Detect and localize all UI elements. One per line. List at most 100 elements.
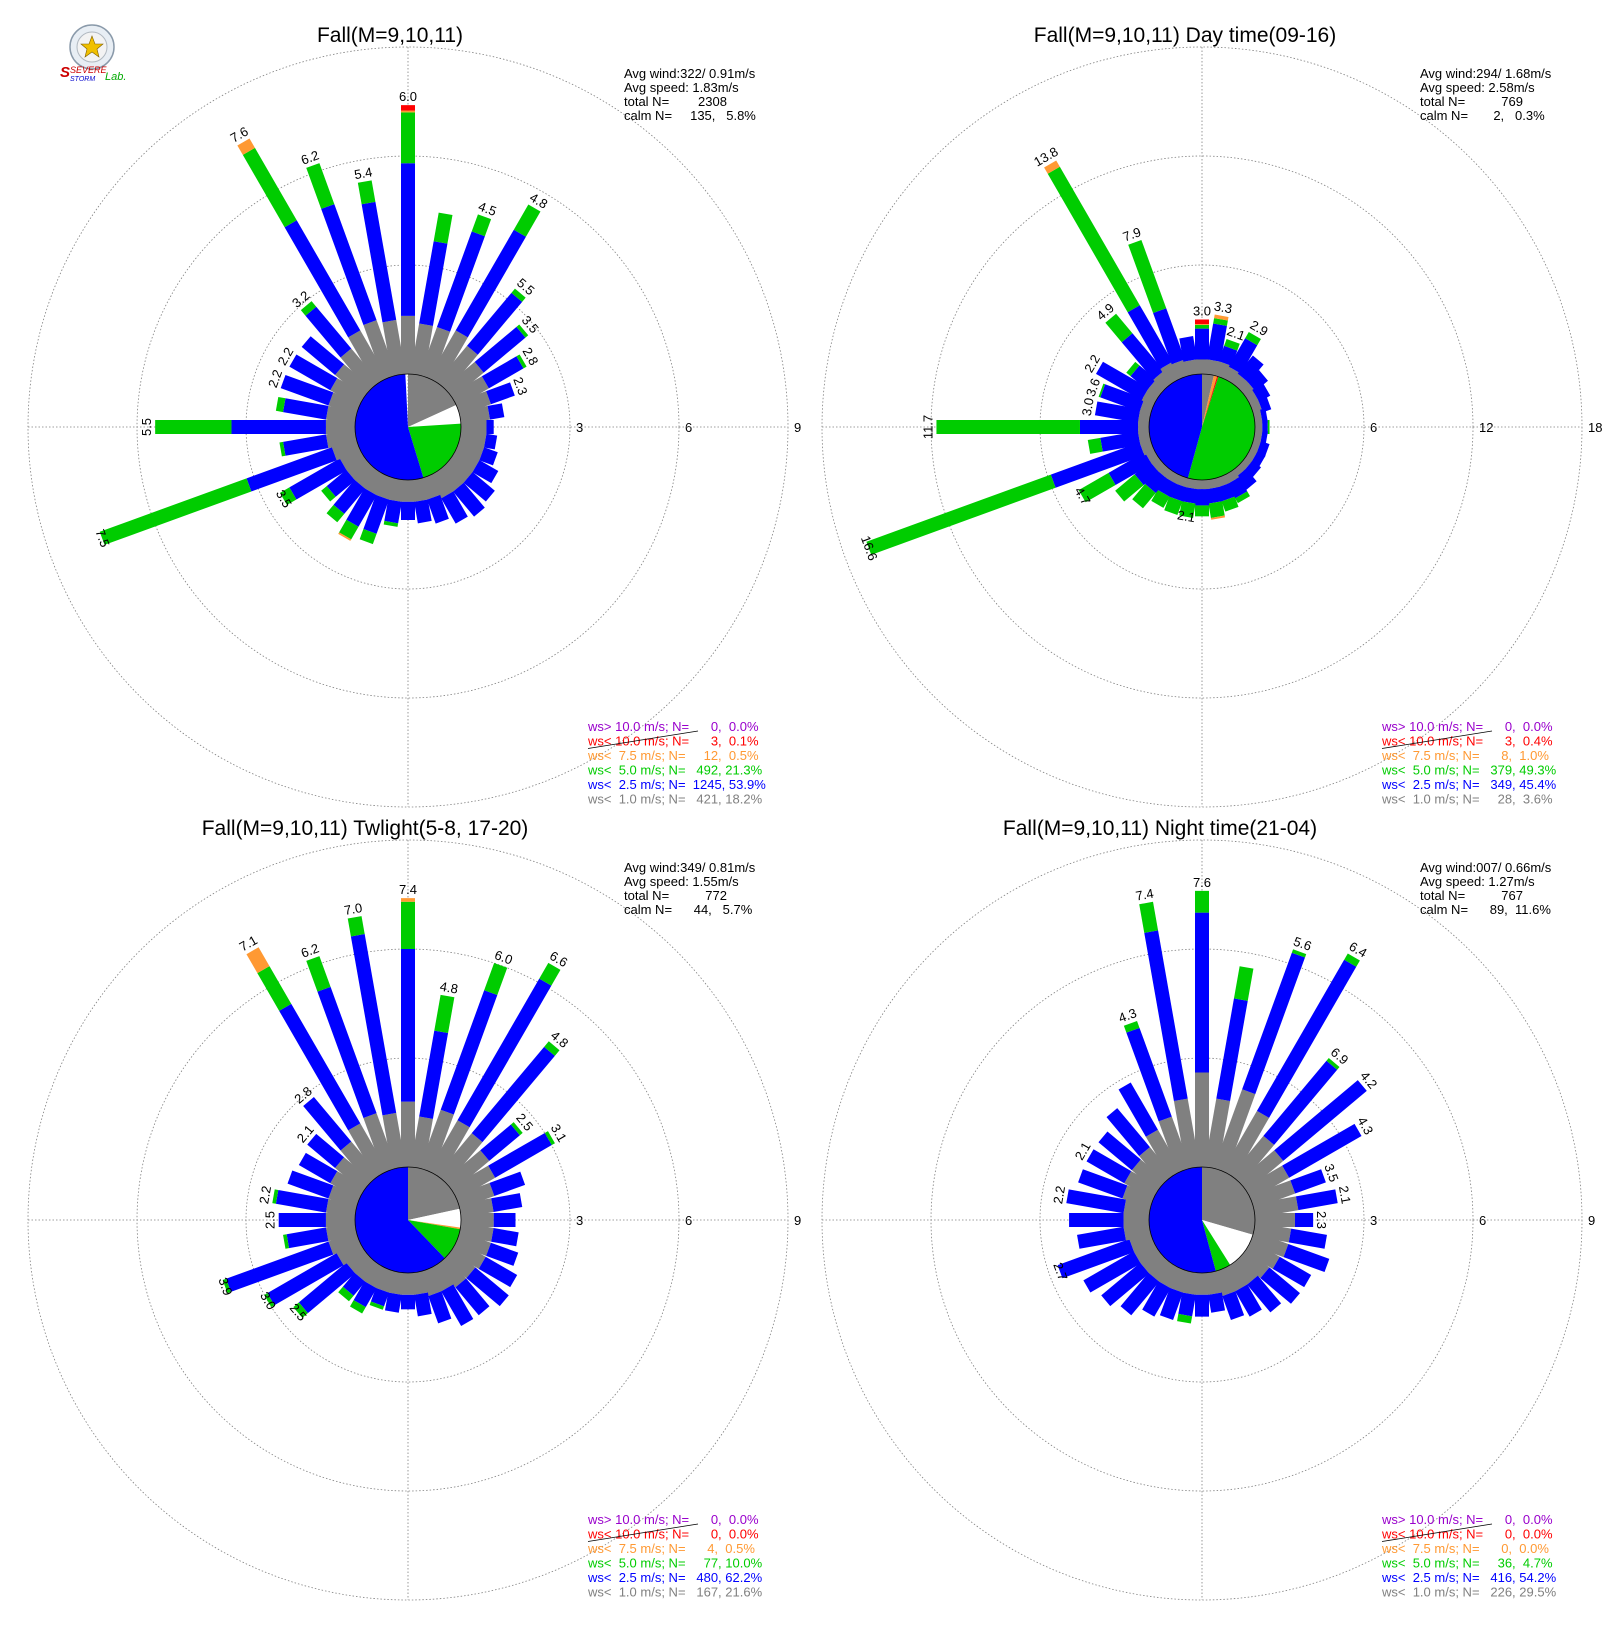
petal-segment-ws-lt-1 [325,1213,355,1227]
petal-300 [289,354,366,407]
petal-segment-ws-lt-2-5 [1101,1262,1150,1307]
petal-segment-ws-lt-1 [340,1141,380,1184]
petal-segment-ws-lt-2-5 [457,978,552,1128]
petal-segment-ws-lt-2-5 [481,356,524,389]
petal-value-label: 3.9 [215,1275,235,1297]
petal-160 [419,474,449,524]
petal-340 [1123,1020,1191,1173]
petal-segment-ws-lt-5 [283,1234,290,1249]
petal-70 [1249,1169,1326,1209]
petal-segment-ws-lt-2-5 [436,231,485,332]
petal-segment-ws-lt-1 [364,469,388,496]
petal-segment-ws-lt-7-5 [237,138,255,155]
petal-segment-ws-lt-2-5 [1118,1082,1158,1137]
petal-segment-ws-lt-2-5 [1235,468,1257,491]
petal-segment-ws-lt-2-5 [1159,1287,1183,1320]
pie-slice-ws-lt-5 [1187,376,1256,481]
petal-segment-ws-lt-2-5 [1050,442,1145,488]
petal-segment-ws-lt-2-5 [471,1046,555,1143]
petal-330 [237,138,388,385]
petal-segment-ws-lt-5 [264,1293,275,1308]
petal-value-label: 6.0 [399,89,417,104]
pie-slice-ws-lt-10 [1202,376,1219,427]
petal-value-label: 6.0 [493,947,515,967]
petal-130 [444,455,495,502]
petal-segment-ws-lt-2-5 [1195,912,1209,1073]
petal-segment-ws-lt-2-5 [1242,952,1305,1095]
petal-segment-ws-lt-5 [544,1041,560,1056]
petal-segment-ws-lt-5 [510,1122,523,1136]
petal-segment-ws-lt-2-5 [384,1292,402,1313]
stat-avg-wind: Avg wind:294/ 1.68m/s [1420,66,1552,81]
petal-150 [428,1262,474,1327]
legend-entry-ws-lt-5: ws< 5.0 m/s; N= 77, 10.0% [587,1556,763,1571]
petal-segment-ws-lt-1 [328,392,361,416]
legend-entry-ws-lt-2-5: ws< 2.5 m/s; N= 349, 45.4% [1381,777,1557,792]
petal-segment-ws-lt-5 [1177,1313,1193,1324]
petal-segment-ws-lt-2-5 [1226,477,1248,499]
pie-slice-ws-calm [408,1208,462,1228]
legend-strike-line [587,730,699,749]
petal-segment-ws-lt-2-5 [1100,384,1145,412]
petal-segment-ws-lt-2-5 [333,479,366,514]
petal-segment-ws-lt-5 [1195,324,1209,329]
petal-segment-ws-lt-1 [1230,1135,1275,1184]
petal-segment-ws-lt-1 [348,1123,388,1178]
windrose-panel-1: 3 6 96.04.5 4.85.53.52.82.32.22.23.27.66.25… [27,24,801,808]
petal-segment-ws-lt-7-5 [1210,515,1226,520]
petal-230 [321,455,372,502]
petal-segment-ws-lt-2-5 [286,1227,329,1249]
pie-slice-ws-calm [408,405,461,427]
petal-200 [359,474,397,545]
petal-segment-ws-lt-5 [1123,1020,1140,1033]
petal-240 [264,1240,366,1308]
petal-330 [1118,1082,1182,1178]
petal-segment-ws-lt-1 [375,1267,397,1293]
petal-260 [283,1222,358,1249]
stat-total: total N= 767 [1420,888,1523,903]
petal-segment-ws-lt-2-5 [303,1096,352,1151]
petal-320 [303,1096,380,1184]
ring-label: 3 [576,420,583,435]
petal-segment-ws-lt-2-5 [441,491,468,524]
petal-value-label: 2.7 [1050,1260,1070,1282]
petal-value-label: 7.4 [1134,886,1154,904]
petal-value-label: 3.0 [1193,304,1211,319]
logo-star-icon [80,35,104,58]
petal-segment-ws-lt-5 [1233,966,1254,1001]
petal-segment-ws-lt-1 [1238,1248,1270,1279]
petal-segment-ws-lt-1 [461,1213,494,1227]
petal-segment-ws-lt-7-5 [401,110,415,113]
ring-label: 18 [1588,420,1602,435]
ring-label: 6 [685,420,692,435]
petal-segment-ws-lt-2-5 [1205,486,1223,504]
petals [1057,890,1367,1324]
petal-190 [1179,477,1200,518]
stat-total: total N= 772 [624,888,727,903]
petal-50 [1238,1080,1367,1192]
petal-segment-ws-lt-5 [279,441,286,457]
petal-segment-ws-lt-1 [436,463,464,492]
petal-segment-ws-lt-2-5 [479,447,498,466]
petal-segment-ws-lt-2-5 [1066,1189,1126,1214]
petal-segment-ws-lt-1 [444,1150,490,1192]
petal-10 [1204,966,1254,1170]
petal-segment-ws-lt-5 [272,1189,279,1204]
petal-segment-ws-lt-1 [325,429,358,449]
petal-segment-ws-lt-5 [484,962,508,996]
petal-segment-ws-lt-2-5 [346,488,377,527]
petal-240 [279,447,366,505]
legend-entry-ws-lt-10: ws< 10.0 m/s; N= 0, 0.0% [587,1527,759,1542]
petal-value-label: 7.5 [92,527,112,549]
petal-value-label: 2.3 [1314,1211,1329,1229]
petal-segment-ws-lt-2-5 [289,458,347,500]
petal-segment-ws-lt-2-5 [1260,1267,1300,1304]
petal-10 [410,212,453,377]
petal-segment-ws-lt-1 [455,1231,491,1256]
stat-calm: calm N= 2, 0.3% [1420,108,1545,123]
petal-segment-ws-lt-2-5 [275,1190,329,1213]
petal-segment-ws-lt-2-5 [326,469,356,497]
petal-70 [455,1171,526,1209]
petal-20 [1213,949,1307,1173]
